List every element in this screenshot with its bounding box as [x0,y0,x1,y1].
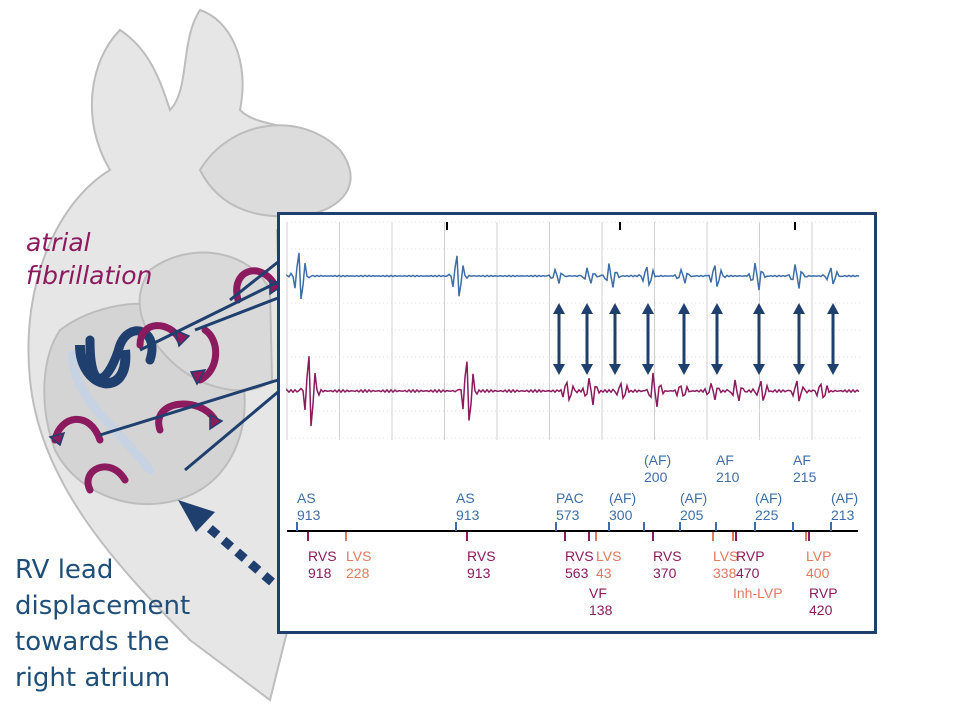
marker-interval: 225 [755,507,779,523]
arrow-head [581,303,593,314]
rv-lead-label: RV lead displacement towards the right a… [15,552,190,696]
marker-af: (AF) 200 [644,452,671,486]
arrow-head [553,364,565,375]
marker-af: AF 215 [793,452,816,486]
arrow-head [711,364,723,375]
arrow-head [753,364,765,375]
marker-interval: 338 [713,565,737,581]
marker-name: (AF) [755,490,783,506]
marker-name: LVP [806,548,832,564]
marker-rvs: RVS 918 [308,548,337,582]
label-line: atrial [26,228,91,257]
marker-interval: 213 [831,507,855,523]
marker-rvs: RVS 370 [653,548,682,582]
marker-af: (AF) 205 [680,490,707,524]
marker-interval: 918 [308,565,332,581]
marker-rvs: RVS 563 [565,548,594,582]
arrow-head [609,303,621,314]
marker-interval: 420 [809,602,833,618]
marker-interval: 913 [456,507,480,523]
marker-interval: 210 [716,469,740,485]
marker-rvs: RVS 913 [467,548,496,582]
marker-name: RVP [809,585,838,601]
label-line: displacement [15,591,191,621]
egm-trace [286,356,860,427]
marker-af: (AF) 225 [755,490,782,524]
marker-interval: 205 [680,507,704,523]
marker-interval: 215 [793,469,817,485]
marker-interval: 573 [556,507,580,523]
marker-name: RVS [565,548,594,564]
marker-name: RVS [467,548,496,564]
marker-name: (AF) [680,490,708,506]
label-line: towards the [15,627,170,657]
marker-lvs: LVS 228 [346,548,371,582]
marker-name: RVS [308,548,337,564]
marker-rvp: RVP 470 [736,548,765,582]
marker-inh-lvp: Inh-LVP [733,585,783,602]
marker-name: (AF) [831,490,859,506]
label-line: RV lead [15,555,114,585]
marker-as: AS 913 [456,490,479,524]
marker-interval: 300 [609,507,633,523]
marker-interval: 563 [565,565,589,581]
marker-name: Inh-LVP [733,585,783,601]
arrow-head [827,303,839,314]
marker-vf: VF 138 [589,585,612,619]
marker-rvp: RVP 420 [809,585,838,619]
marker-name: VF [589,585,607,601]
arrow-head [711,303,723,314]
marker-name: AS [297,490,316,506]
marker-lvs: LVS 338 [713,548,738,582]
arrow-head [793,364,805,375]
egm-panel: AS 913 AS 913 PAC 573 (AF) 300 (AF) 200 (AF) 205 AF 2… [277,212,877,634]
marker-lvs: LVS 43 [596,548,621,582]
marker-name: LVS [596,548,622,564]
arrow-head [678,303,690,314]
arrow-head [753,303,765,314]
arrow-head [581,364,593,375]
marker-name: AS [456,490,475,506]
marker-interval: 400 [806,565,830,581]
marker-lvp: LVP 400 [806,548,831,582]
marker-interval: 228 [346,565,370,581]
arrow-head [642,364,654,375]
marker-interval: 200 [644,469,668,485]
arrow-head [678,364,690,375]
marker-as: AS 913 [297,490,320,524]
marker-name: LVS [713,548,739,564]
arrow-head [827,364,839,375]
marker-interval: 470 [736,565,760,581]
arrow-head [609,364,621,375]
marker-name: AF [793,452,811,468]
marker-name: LVS [346,548,372,564]
marker-interval: 913 [467,565,491,581]
marker-af: (AF) 300 [609,490,636,524]
marker-interval: 370 [653,565,677,581]
atrial-fibrillation-label: atrial fibrillation [26,226,152,292]
marker-name: (AF) [644,452,672,468]
label-line: right atrium [15,663,171,693]
marker-name: AF [716,452,734,468]
arrow-head [642,303,654,314]
arrow-head [553,303,565,314]
egm-trace [286,252,860,300]
marker-name: PAC [556,490,584,506]
arrow-head [793,303,805,314]
marker-name: RVP [736,548,765,564]
marker-interval: 913 [297,507,321,523]
egm-traces [286,221,860,541]
marker-name: (AF) [609,490,637,506]
marker-pac: PAC 573 [556,490,584,524]
marker-af: AF 210 [716,452,739,486]
marker-interval: 43 [596,565,612,581]
label-line: fibrillation [26,261,153,290]
marker-interval: 138 [589,602,613,618]
marker-af: (AF) 213 [831,490,858,524]
marker-name: RVS [653,548,682,564]
